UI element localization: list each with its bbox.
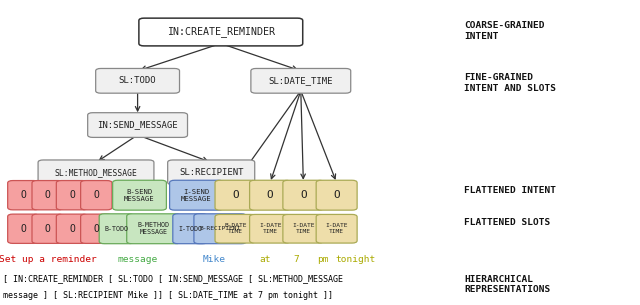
Text: O: O [93, 190, 99, 200]
Text: Set up a reminder: Set up a reminder [0, 255, 97, 264]
Text: FLATTENED INTENT: FLATTENED INTENT [464, 186, 556, 195]
FancyBboxPatch shape [99, 214, 134, 244]
FancyBboxPatch shape [56, 181, 88, 210]
Text: O: O [267, 190, 273, 200]
FancyBboxPatch shape [283, 214, 324, 243]
Text: SL:METHOD_MESSAGE: SL:METHOD_MESSAGE [54, 168, 138, 177]
FancyBboxPatch shape [250, 180, 291, 210]
Text: I-DATE
TIME: I-DATE TIME [259, 223, 282, 234]
Text: I-TODO: I-TODO [178, 226, 202, 232]
Text: O: O [93, 224, 99, 234]
FancyBboxPatch shape [32, 181, 63, 210]
FancyBboxPatch shape [96, 69, 179, 93]
Text: O: O [333, 190, 340, 200]
Text: IN:CREATE_REMINDER: IN:CREATE_REMINDER [167, 27, 275, 38]
Text: O: O [232, 190, 239, 200]
Text: O: O [69, 224, 75, 234]
FancyBboxPatch shape [170, 180, 223, 210]
FancyBboxPatch shape [316, 180, 357, 210]
Text: O: O [69, 190, 75, 200]
FancyBboxPatch shape [127, 214, 180, 244]
Text: I-DATE
TIME: I-DATE TIME [292, 223, 315, 234]
Text: O: O [45, 190, 51, 200]
FancyBboxPatch shape [81, 214, 112, 243]
Text: pm: pm [317, 255, 329, 264]
FancyBboxPatch shape [283, 180, 324, 210]
Text: message: message [118, 255, 157, 264]
Text: I-DATE
TIME: I-DATE TIME [325, 223, 348, 234]
Text: [ IN:CREATE_REMINDER [ SL:TODO [ IN:SEND_MESSAGE [ SL:METHOD_MESSAGE: [ IN:CREATE_REMINDER [ SL:TODO [ IN:SEND… [3, 274, 342, 284]
Text: B-RECIPIENT: B-RECIPIENT [200, 226, 241, 231]
Text: B-METHOD
MESSAGE: B-METHOD MESSAGE [138, 222, 170, 235]
Text: SL:TODO: SL:TODO [119, 76, 156, 85]
Text: FLATTENED SLOTS: FLATTENED SLOTS [464, 218, 550, 227]
Text: B-DATE
TIME: B-DATE TIME [224, 223, 247, 234]
Text: I-SEND
MESSAGE: I-SEND MESSAGE [181, 189, 212, 202]
Text: Mike: Mike [203, 255, 226, 264]
FancyBboxPatch shape [88, 113, 188, 137]
Text: tonight: tonight [335, 255, 375, 264]
Text: message ] [ SL:RECIPIENT Mike ]] [ SL:DATE_TIME at 7 pm tonight ]]: message ] [ SL:RECIPIENT Mike ]] [ SL:DA… [3, 291, 333, 300]
Text: O: O [45, 224, 51, 234]
Text: B-TODO: B-TODO [104, 226, 129, 232]
Text: O: O [20, 224, 26, 234]
FancyBboxPatch shape [215, 214, 256, 243]
FancyBboxPatch shape [32, 214, 63, 243]
FancyBboxPatch shape [251, 69, 351, 93]
Text: 7: 7 [294, 255, 299, 264]
Text: HIERARCHICAL
REPRESENTATIONS: HIERARCHICAL REPRESENTATIONS [464, 274, 550, 294]
FancyBboxPatch shape [81, 181, 112, 210]
Text: O: O [20, 190, 26, 200]
Text: SL:RECIPIENT: SL:RECIPIENT [179, 168, 243, 177]
Text: SL:DATE_TIME: SL:DATE_TIME [269, 76, 333, 85]
FancyBboxPatch shape [8, 214, 39, 243]
FancyBboxPatch shape [56, 214, 88, 243]
FancyBboxPatch shape [113, 180, 166, 210]
FancyBboxPatch shape [8, 181, 39, 210]
Text: COARSE-GRAINED
INTENT: COARSE-GRAINED INTENT [464, 21, 545, 41]
Text: IN:SEND_MESSAGE: IN:SEND_MESSAGE [97, 120, 178, 130]
Text: at: at [260, 255, 271, 264]
FancyBboxPatch shape [194, 214, 246, 244]
FancyBboxPatch shape [173, 214, 207, 244]
Text: FINE-GRAINED
INTENT AND SLOTS: FINE-GRAINED INTENT AND SLOTS [464, 73, 556, 93]
FancyBboxPatch shape [250, 214, 291, 243]
FancyBboxPatch shape [168, 160, 255, 185]
FancyBboxPatch shape [316, 214, 357, 243]
Text: B-SEND
MESSAGE: B-SEND MESSAGE [124, 189, 155, 202]
FancyBboxPatch shape [215, 180, 256, 210]
FancyBboxPatch shape [38, 160, 154, 185]
Text: O: O [300, 190, 307, 200]
FancyBboxPatch shape [139, 18, 303, 46]
